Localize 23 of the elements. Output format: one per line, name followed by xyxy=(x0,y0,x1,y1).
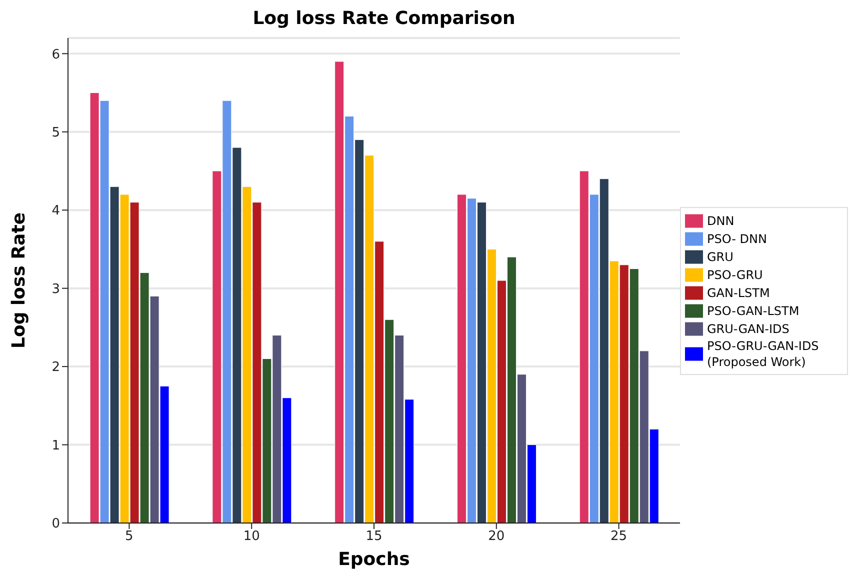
y-tick-label: 2 xyxy=(52,360,60,376)
legend-label: GRU-GAN-IDS xyxy=(707,320,790,336)
y-tick-label: 1 xyxy=(52,438,60,454)
legend-label: PSO-GRU xyxy=(707,266,764,282)
legend-label: PSO-GAN-LSTM xyxy=(707,302,800,318)
legend-label: DNN xyxy=(707,212,736,228)
x-tick-label: 10 xyxy=(243,529,260,544)
x-axis-title: Epochs xyxy=(338,549,410,570)
y-tick-label: 0 xyxy=(52,516,60,532)
chart-title: Log loss Rate Comparison xyxy=(252,8,516,29)
y-tick-label: 6 xyxy=(52,47,60,62)
legend-label: PSO-GRU-GAN-IDS (Proposed Work) xyxy=(707,338,820,370)
y-tick-label: 4 xyxy=(52,204,60,219)
x-tick-label: 20 xyxy=(488,529,505,544)
legend-label: GRU xyxy=(707,248,734,264)
x-tick-label: 15 xyxy=(366,529,382,544)
x-tick-label: 5 xyxy=(125,529,134,544)
legend-label: PSO- DNN xyxy=(707,230,768,246)
legend-label: GAN-LSTM xyxy=(707,284,771,300)
x-tick-label: 25 xyxy=(610,529,628,544)
y-tick-label: 5 xyxy=(52,125,60,140)
y-tick-label: 3 xyxy=(52,282,60,297)
y-axis-title: Log loss Rate xyxy=(8,212,30,349)
